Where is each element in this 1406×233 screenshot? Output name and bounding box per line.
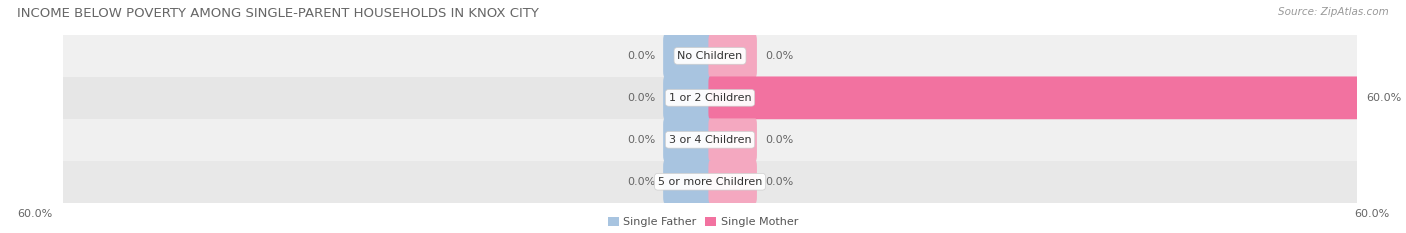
Bar [63, 161, 1357, 203]
Text: 0.0%: 0.0% [765, 135, 793, 145]
Text: 0.0%: 0.0% [765, 177, 793, 187]
Text: 0.0%: 0.0% [627, 177, 655, 187]
FancyBboxPatch shape [664, 76, 711, 119]
Text: 60.0%: 60.0% [1354, 209, 1389, 219]
FancyBboxPatch shape [664, 118, 711, 161]
Bar [63, 35, 1357, 77]
Text: 1 or 2 Children: 1 or 2 Children [669, 93, 751, 103]
FancyBboxPatch shape [709, 34, 756, 77]
FancyBboxPatch shape [664, 34, 711, 77]
FancyBboxPatch shape [664, 160, 711, 203]
FancyBboxPatch shape [709, 160, 756, 203]
Text: Source: ZipAtlas.com: Source: ZipAtlas.com [1278, 7, 1389, 17]
Bar [63, 119, 1357, 161]
Text: 0.0%: 0.0% [627, 135, 655, 145]
Text: 60.0%: 60.0% [17, 209, 52, 219]
Text: 0.0%: 0.0% [627, 93, 655, 103]
Text: 3 or 4 Children: 3 or 4 Children [669, 135, 751, 145]
Text: 60.0%: 60.0% [1367, 93, 1402, 103]
Legend: Single Father, Single Mother: Single Father, Single Mother [607, 217, 799, 227]
Text: 5 or more Children: 5 or more Children [658, 177, 762, 187]
Text: No Children: No Children [678, 51, 742, 61]
FancyBboxPatch shape [709, 118, 756, 161]
Text: INCOME BELOW POVERTY AMONG SINGLE-PARENT HOUSEHOLDS IN KNOX CITY: INCOME BELOW POVERTY AMONG SINGLE-PARENT… [17, 7, 538, 20]
Bar [63, 77, 1357, 119]
Text: 0.0%: 0.0% [627, 51, 655, 61]
Text: 0.0%: 0.0% [765, 51, 793, 61]
FancyBboxPatch shape [709, 76, 1358, 119]
